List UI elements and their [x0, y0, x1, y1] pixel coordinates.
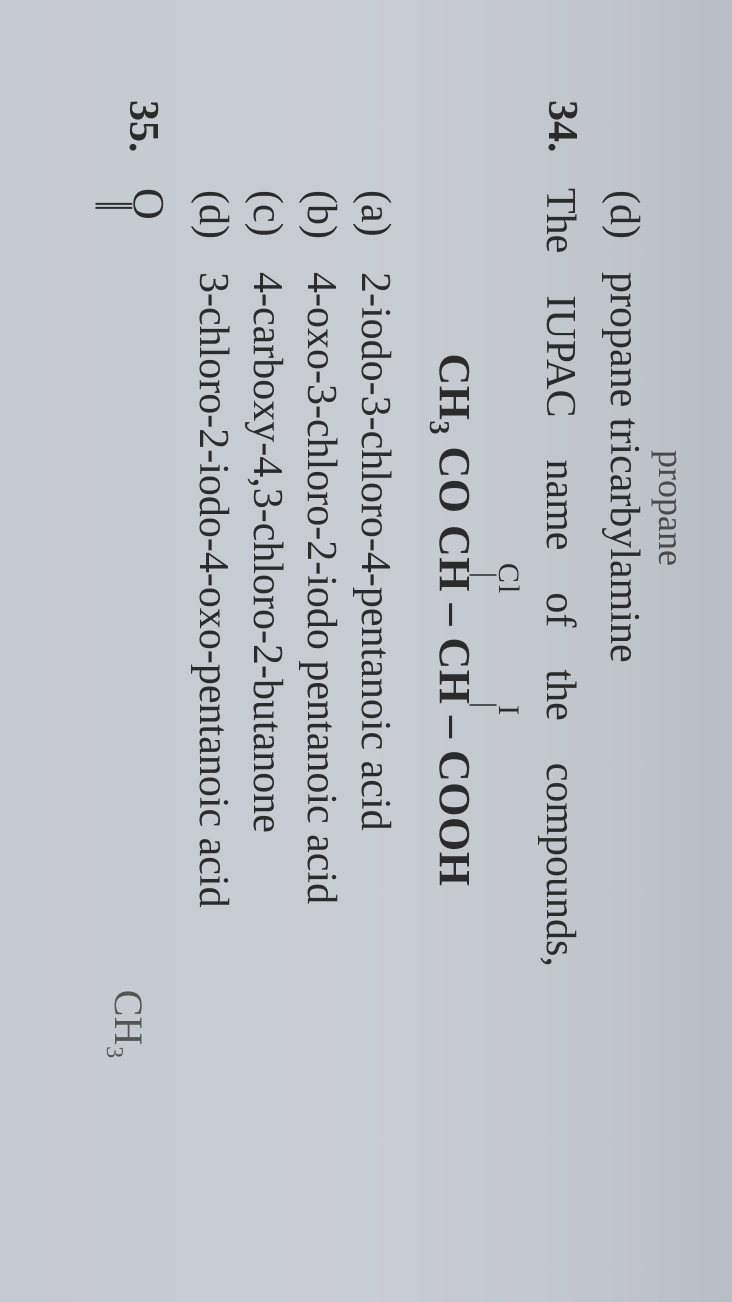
substituent-row: Cl I [492, 270, 526, 970]
options-list: (a) 2-iodo-3-chloro-4-pentanoic acid (b)… [189, 190, 399, 1262]
substituent-cl: Cl [492, 563, 526, 595]
chemical-formula: Cl I | | CH3 CO CH – CH – COOH [423, 270, 526, 970]
fragment-text: propane [651, 450, 691, 566]
question-number: 34. [538, 100, 586, 170]
option-b: (b) 4-oxo-3-chloro-2-iodo pentanoic acid [297, 190, 345, 1262]
q35-body: O || CH₃ [105, 188, 166, 1059]
ch3-fragment: CH₃ [105, 990, 152, 1060]
stem-word: the [537, 669, 583, 720]
option-label: (b) [297, 190, 345, 260]
option-text: propane tricarbylamine [600, 272, 648, 663]
stem-word: The [537, 188, 583, 253]
bond-row: | | [479, 270, 494, 970]
option-text: 3-chloro-2-iodo-4-oxo-pentanoic acid [189, 272, 237, 908]
stem-word: name [537, 459, 583, 550]
bond-line: | [479, 572, 494, 578]
option-a: (a) 2-iodo-3-chloro-4-pentanoic acid [351, 190, 399, 1262]
previous-question-fragment: propane [650, 450, 692, 1262]
stem-word: of [537, 592, 583, 627]
option-label: (c) [243, 190, 291, 260]
option-d: (d) 3-chloro-2-iodo-4-oxo-pentanoic acid [189, 190, 237, 1262]
option-label: (d) [600, 190, 648, 260]
prev-option-d: (d) propane tricarbylamine [600, 190, 648, 1262]
option-text: 2-iodo-3-chloro-4-pentanoic acid [351, 272, 399, 831]
question-35: 35. O || CH₃ [105, 100, 166, 1262]
option-label: (a) [351, 190, 399, 260]
question-number: 35. [119, 100, 167, 170]
double-bond: || [105, 200, 129, 208]
option-c: (c) 4-carboxy-4,3-chloro-2-butanone [243, 190, 291, 1262]
option-label: (d) [189, 190, 237, 260]
option-text: 4-carboxy-4,3-chloro-2-butanone [243, 272, 291, 833]
carbonyl-fragment: O || [105, 188, 166, 220]
stem-word: compounds, [537, 763, 583, 967]
page: propane (d) propane tricarbylamine 34. T… [0, 0, 732, 1302]
stem-word: IUPAC [537, 295, 583, 417]
main-chain: CH3 CO CH – CH – COOH [423, 270, 481, 970]
option-text: 4-oxo-3-chloro-2-iodo pentanoic acid [297, 272, 345, 904]
question-stem: The IUPAC name of the compounds, [534, 188, 587, 967]
question-34: 34. The IUPAC name of the compounds, [534, 100, 587, 1262]
bond-line: | [479, 702, 494, 708]
